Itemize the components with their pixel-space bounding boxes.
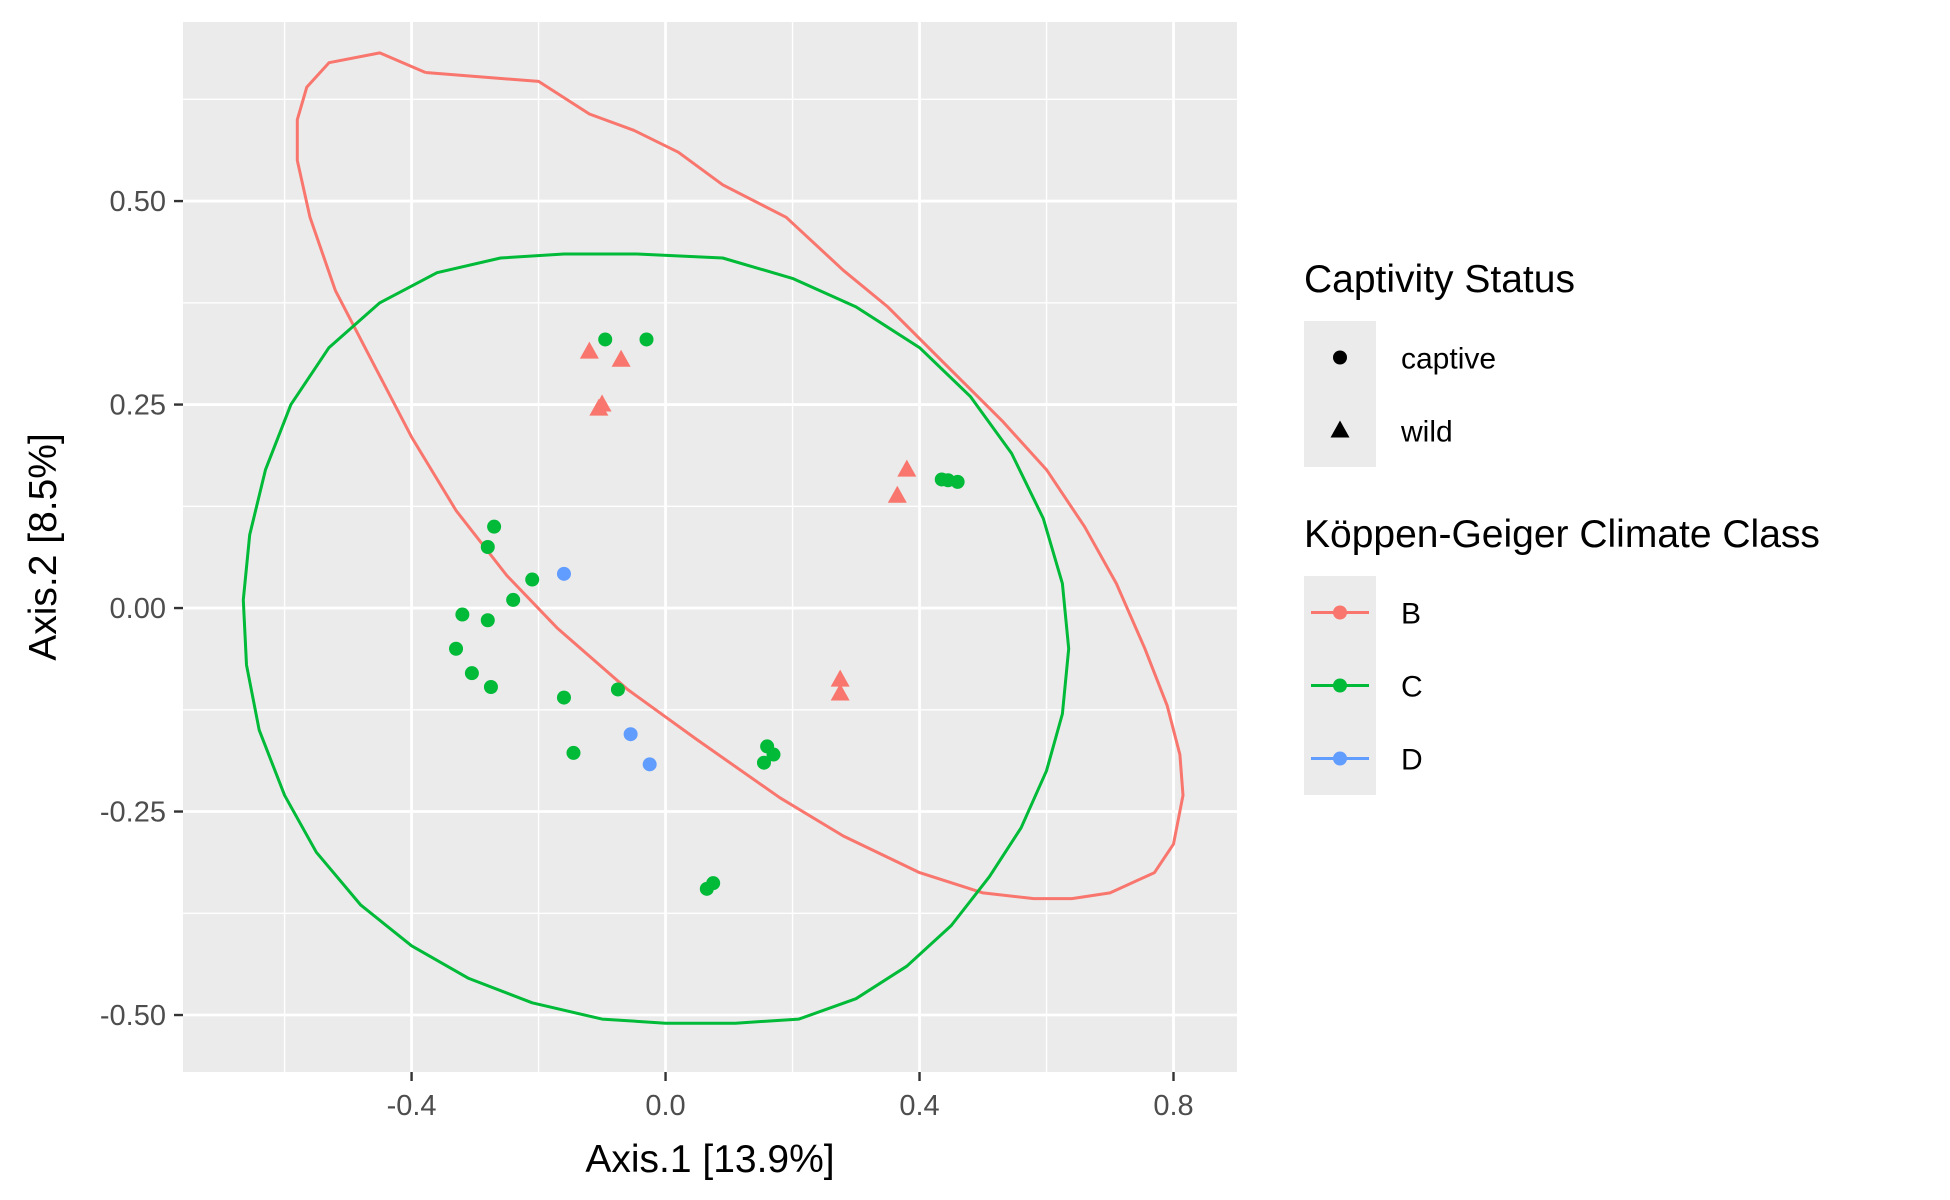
x-axis: -0.4 0.0 0.4 0.8 <box>387 1072 1194 1122</box>
legend-title: Captivity Status <box>1304 258 1575 301</box>
ellipse-C <box>241 252 1071 1025</box>
legend-title: Köppen-Geiger Climate Class <box>1304 513 1820 556</box>
data-point-wild-B <box>887 485 907 503</box>
data-point-captive-C <box>449 641 464 656</box>
data-point-captive-C <box>756 755 771 770</box>
data-point-wild-B <box>897 459 917 477</box>
grid-major <box>183 22 1237 1072</box>
data-point-captive-C <box>699 881 714 896</box>
legend-label: B <box>1401 598 1421 631</box>
data-point-captive-D <box>623 727 638 742</box>
legend-circle-icon <box>1333 678 1347 693</box>
y-tick-label: 0.25 <box>110 390 166 422</box>
legend-label: C <box>1401 671 1423 704</box>
legend-label: captive <box>1401 343 1496 376</box>
data-point-wild-B <box>830 669 850 687</box>
y-tick-label: -0.25 <box>100 797 166 829</box>
y-tick-label: -0.50 <box>100 1000 166 1032</box>
legend-triangle-icon <box>1330 420 1350 438</box>
data-point-captive-C <box>455 607 470 622</box>
plot-panel <box>183 22 1237 1072</box>
x-tick-label: 0.4 <box>899 1090 939 1122</box>
x-tick-label: 0.8 <box>1153 1090 1193 1122</box>
y-tick-label: 0.50 <box>110 186 166 218</box>
data-point-captive-C <box>598 332 613 347</box>
x-tick-label: 0.0 <box>645 1090 685 1122</box>
data-point-captive-D <box>642 757 657 772</box>
data-point-captive-C <box>610 682 625 697</box>
data-point-captive-C <box>480 613 495 628</box>
y-tick-label: 0.00 <box>110 593 166 625</box>
data-point-captive-C <box>525 572 540 587</box>
legend-circle-icon <box>1333 350 1347 365</box>
data-point-captive-C <box>464 666 479 681</box>
data-point-captive-C <box>950 474 965 489</box>
data-point-captive-C <box>766 747 781 762</box>
data-point-captive-C <box>483 680 498 694</box>
y-axis-title: Axis.2 [8.5%] <box>22 433 65 661</box>
data-point-wild-B <box>589 398 609 416</box>
data-point-wild-B <box>830 683 850 701</box>
x-tick-label: -0.4 <box>387 1090 437 1122</box>
ellipse-B <box>295 51 1185 901</box>
data-point-captive-C <box>506 592 521 607</box>
legends: Captivity Status captive wild Köppen-Geiger… <box>1304 258 1820 795</box>
y-axis: 0.50 0.25 0.00 -0.25 -0.50 <box>100 186 183 1032</box>
data-point-captive-C <box>480 540 495 554</box>
data-point-wild-B <box>579 341 599 359</box>
legend-label: D <box>1401 744 1423 777</box>
data-point-captive-D <box>556 566 571 581</box>
data-point-wild-B <box>611 349 631 367</box>
data-point-captive-C <box>556 690 571 705</box>
legend-label: wild <box>1400 416 1453 449</box>
legend-circle-icon <box>1333 605 1347 620</box>
ellipses <box>241 51 1185 1025</box>
grid-minor <box>183 22 1237 1072</box>
data-point-captive-C <box>566 745 581 760</box>
data-point-captive-C <box>639 332 654 347</box>
data-point-captive-C <box>487 519 502 534</box>
x-axis-title: Axis.1 [13.9%] <box>585 1138 834 1181</box>
data-points <box>449 332 965 896</box>
legend-circle-icon <box>1333 751 1347 766</box>
